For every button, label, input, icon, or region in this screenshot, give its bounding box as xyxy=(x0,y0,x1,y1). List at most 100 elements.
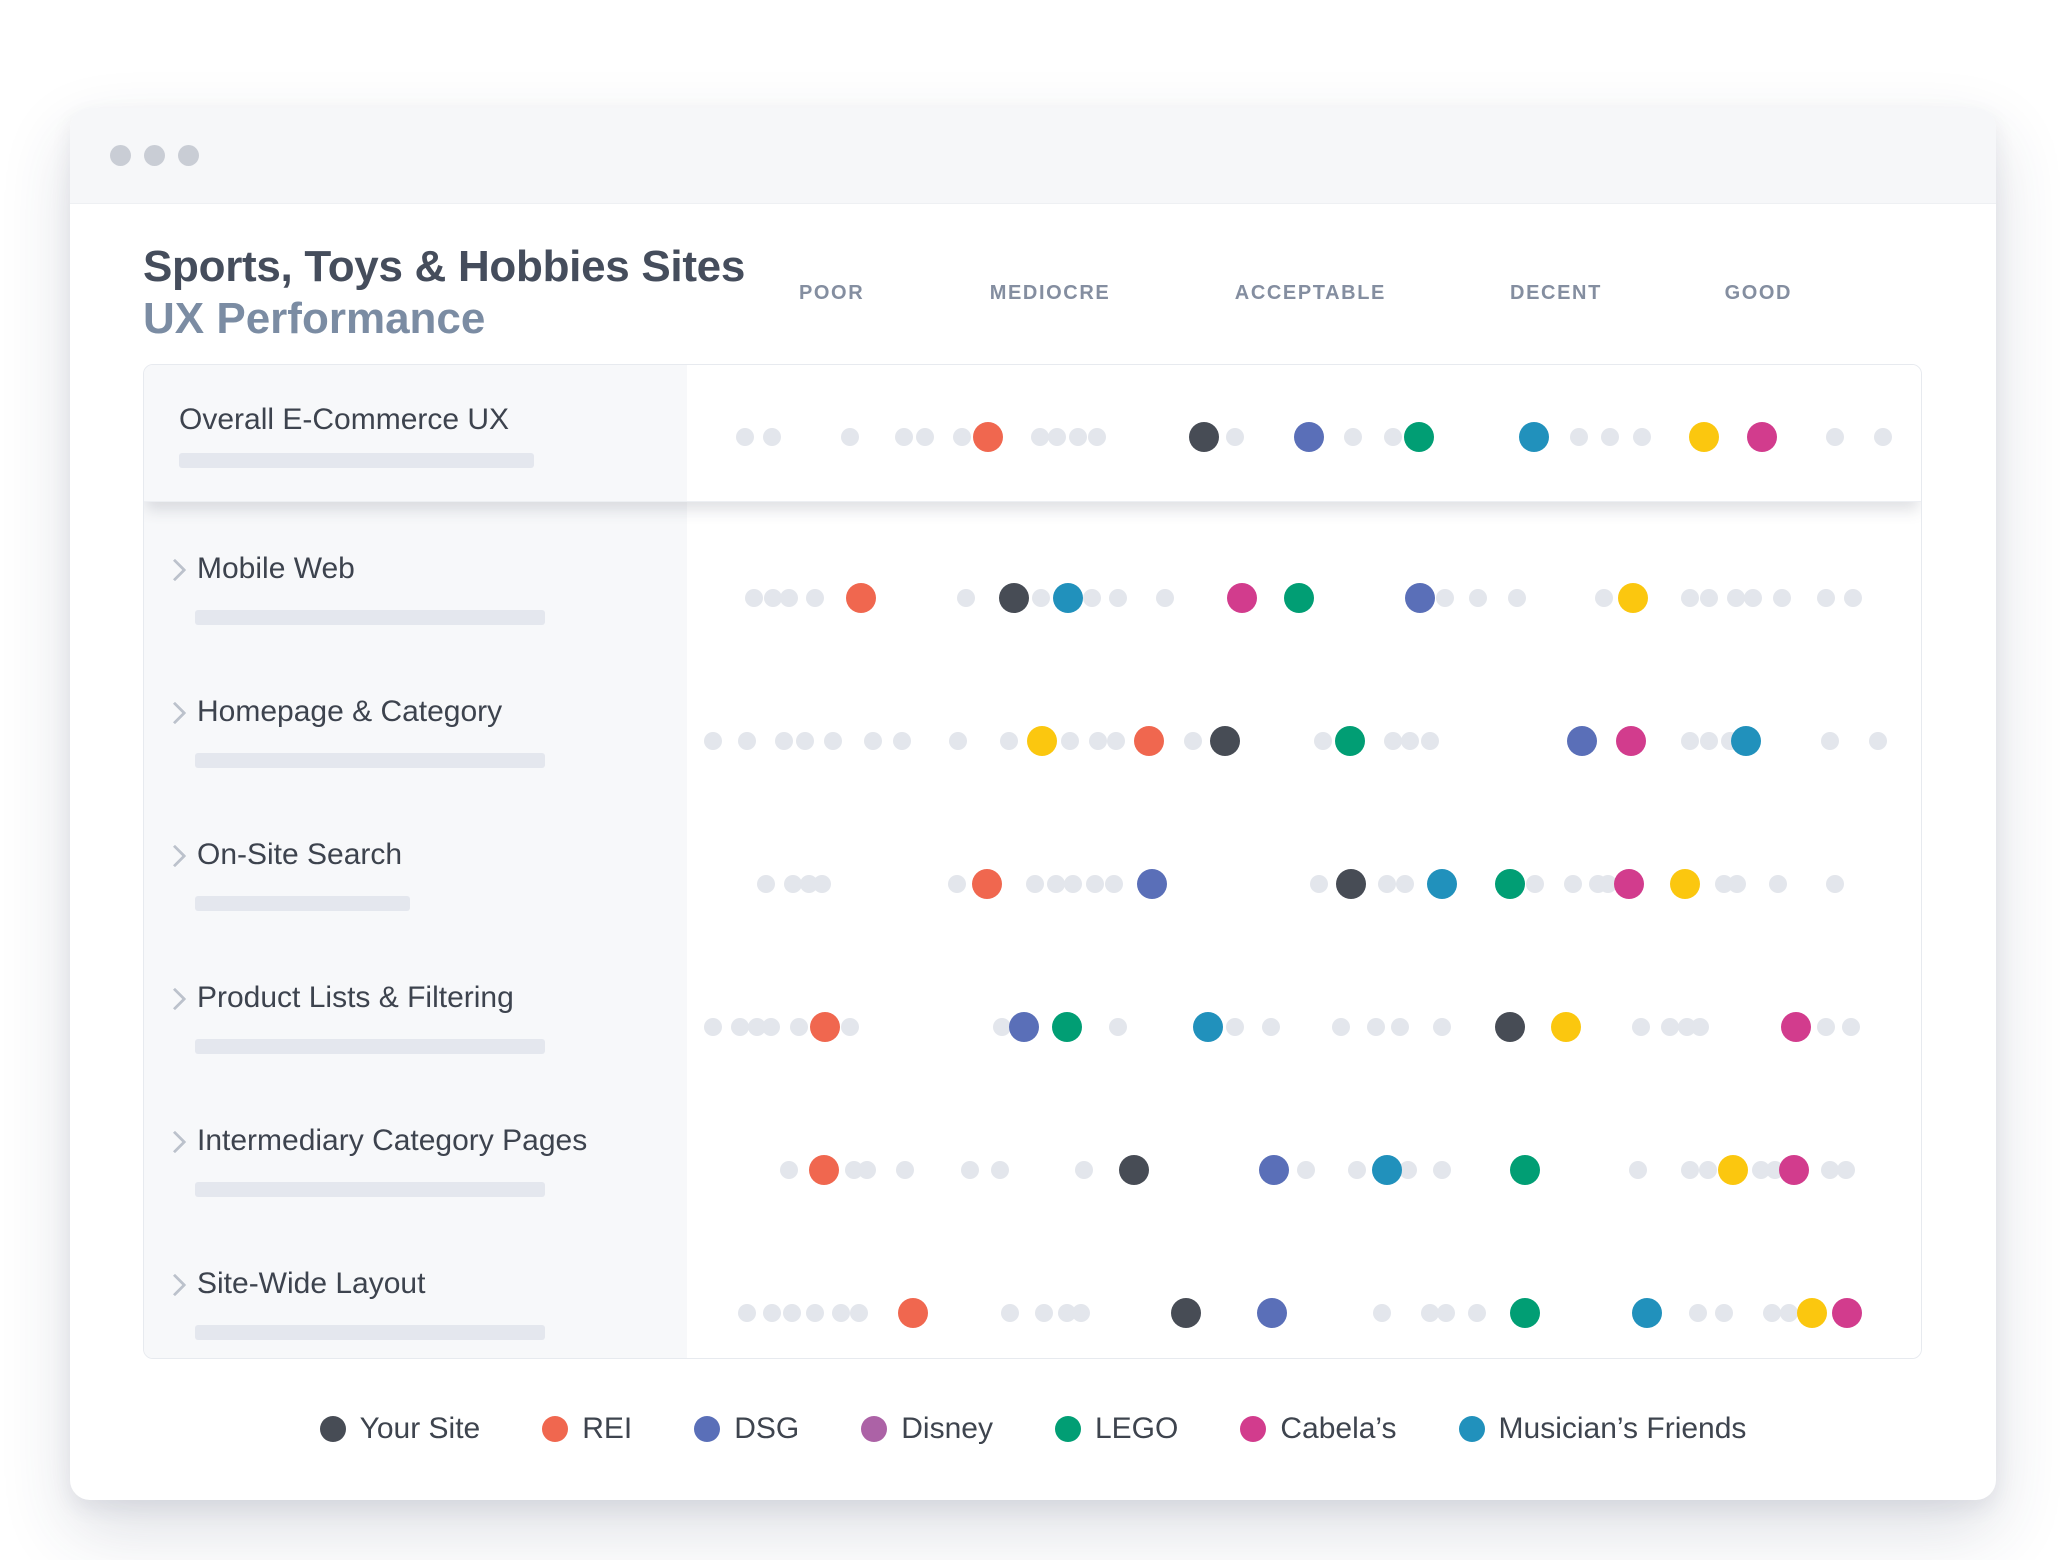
other-site-dot xyxy=(1396,875,1415,893)
other-site-dot xyxy=(1468,589,1487,607)
other-site-dot xyxy=(1261,1018,1280,1036)
legend-item[interactable]: REI xyxy=(542,1412,632,1446)
other-site-dot xyxy=(1841,1018,1860,1036)
row-dot-plot xyxy=(687,788,1921,931)
other-site-dot xyxy=(823,732,842,750)
cabelas-dot xyxy=(1613,869,1644,899)
dsg-dot xyxy=(1293,422,1324,452)
other-site-dot xyxy=(1313,732,1332,750)
row-score-bar xyxy=(195,1325,545,1340)
chevron-right-icon xyxy=(163,1130,187,1154)
other-site-dot xyxy=(1225,1018,1244,1036)
other-site-dot xyxy=(1000,732,1019,750)
other-site-dot xyxy=(1046,875,1065,893)
table-row[interactable]: Product Lists & Filtering xyxy=(144,931,1921,1074)
other-site-dot xyxy=(1691,1018,1710,1036)
lego-dot xyxy=(1052,1012,1083,1042)
other-site-dot xyxy=(1377,875,1396,893)
table-row[interactable]: On-Site Search xyxy=(144,788,1921,931)
table-row[interactable]: Intermediary Category Pages xyxy=(144,1074,1921,1217)
other-site-dot xyxy=(1844,589,1863,607)
lego-dot xyxy=(1284,583,1315,613)
legend-dot xyxy=(1458,1415,1485,1442)
lego-dot xyxy=(1403,422,1434,452)
other-site-dot xyxy=(1088,732,1107,750)
yellow-dot xyxy=(1670,869,1701,899)
other-site-dot xyxy=(1433,1161,1452,1179)
table-row[interactable]: Mobile Web xyxy=(144,502,1921,645)
window-control-dot[interactable] xyxy=(178,145,199,166)
musicians-friends-dot xyxy=(1518,422,1549,452)
legend-dot xyxy=(1240,1415,1267,1442)
other-site-dot xyxy=(761,1018,780,1036)
other-site-dot xyxy=(1001,1304,1020,1322)
row-label: Homepage & Category xyxy=(197,695,503,728)
other-site-dot xyxy=(1816,589,1835,607)
row-score-bar xyxy=(195,896,410,911)
row-label: On-Site Search xyxy=(197,838,403,871)
rei-dot xyxy=(808,1155,839,1185)
legend-item[interactable]: Your Site xyxy=(319,1412,480,1446)
other-site-dot xyxy=(1714,875,1733,893)
row-dot-plot xyxy=(687,502,1921,645)
row-dot-plot xyxy=(687,645,1921,788)
other-site-dot xyxy=(992,1018,1011,1036)
row-header: Site-Wide Layout xyxy=(144,1217,687,1358)
other-site-dot xyxy=(1108,589,1127,607)
row-label: Site-Wide Layout xyxy=(197,1267,426,1300)
table-row[interactable]: Site-Wide Layout xyxy=(144,1217,1921,1358)
your-site-dot xyxy=(1118,1155,1149,1185)
your-site-dot xyxy=(999,583,1029,613)
legend-item[interactable]: Musician’s Friends xyxy=(1458,1412,1746,1446)
other-site-dot xyxy=(775,732,794,750)
row-score-bar xyxy=(195,753,545,768)
other-site-dot xyxy=(949,732,968,750)
other-site-dot xyxy=(812,875,831,893)
legend-item[interactable]: DSG xyxy=(694,1412,799,1446)
your-site-dot xyxy=(1170,1298,1201,1328)
other-site-dot xyxy=(1183,732,1202,750)
other-site-dot xyxy=(1726,589,1745,607)
legend-item[interactable]: Cabela’s xyxy=(1240,1412,1397,1446)
scale-label: DECENT xyxy=(1510,282,1602,304)
other-site-dot xyxy=(1071,1304,1090,1322)
other-site-dot xyxy=(1366,1018,1385,1036)
other-site-dot xyxy=(892,732,911,750)
row-dot-plot xyxy=(687,1074,1921,1217)
other-site-dot xyxy=(1816,1018,1835,1036)
rei-dot xyxy=(973,422,1004,452)
other-site-dot xyxy=(784,875,803,893)
musicians-friends-dot xyxy=(1053,583,1084,613)
table-row[interactable]: Homepage & Category xyxy=(144,645,1921,788)
dsg-dot xyxy=(1566,726,1597,756)
other-site-dot xyxy=(1728,875,1747,893)
legend-item[interactable]: LEGO xyxy=(1054,1412,1178,1446)
other-site-dot xyxy=(756,875,775,893)
scale-label: MEDIOCRE xyxy=(989,282,1111,304)
other-site-dot xyxy=(1060,732,1079,750)
legend-label: REI xyxy=(582,1411,633,1445)
other-site-dot xyxy=(780,589,799,607)
window-control-dot[interactable] xyxy=(110,145,131,166)
other-site-dot xyxy=(1873,428,1892,446)
other-site-dot xyxy=(1075,1161,1094,1179)
other-site-dot xyxy=(1391,1018,1410,1036)
window-control-dot[interactable] xyxy=(144,145,165,166)
other-site-dot xyxy=(1677,1018,1696,1036)
chart-panel: Overall E-Commerce UX Mobile Web Homepag… xyxy=(143,364,1922,1359)
other-site-dot xyxy=(1420,732,1439,750)
scale-label: GOOD xyxy=(1724,282,1793,304)
legend: Your Site REI DSG Disney LEGO Cabela’s M… xyxy=(70,1357,1996,1500)
page-title: Sports, Toys & Hobbies Sites xyxy=(143,242,746,291)
chevron-right-icon xyxy=(163,701,187,725)
other-site-dot xyxy=(1086,875,1105,893)
other-site-dot xyxy=(1225,428,1244,446)
other-site-dot xyxy=(896,1161,915,1179)
other-site-dot xyxy=(1570,428,1589,446)
rei-dot xyxy=(971,869,1002,899)
legend-item[interactable]: Disney xyxy=(861,1412,993,1446)
other-site-dot xyxy=(1508,589,1527,607)
dsg-dot xyxy=(1137,869,1168,899)
other-site-dot xyxy=(832,1304,851,1322)
other-site-dot xyxy=(1383,428,1402,446)
